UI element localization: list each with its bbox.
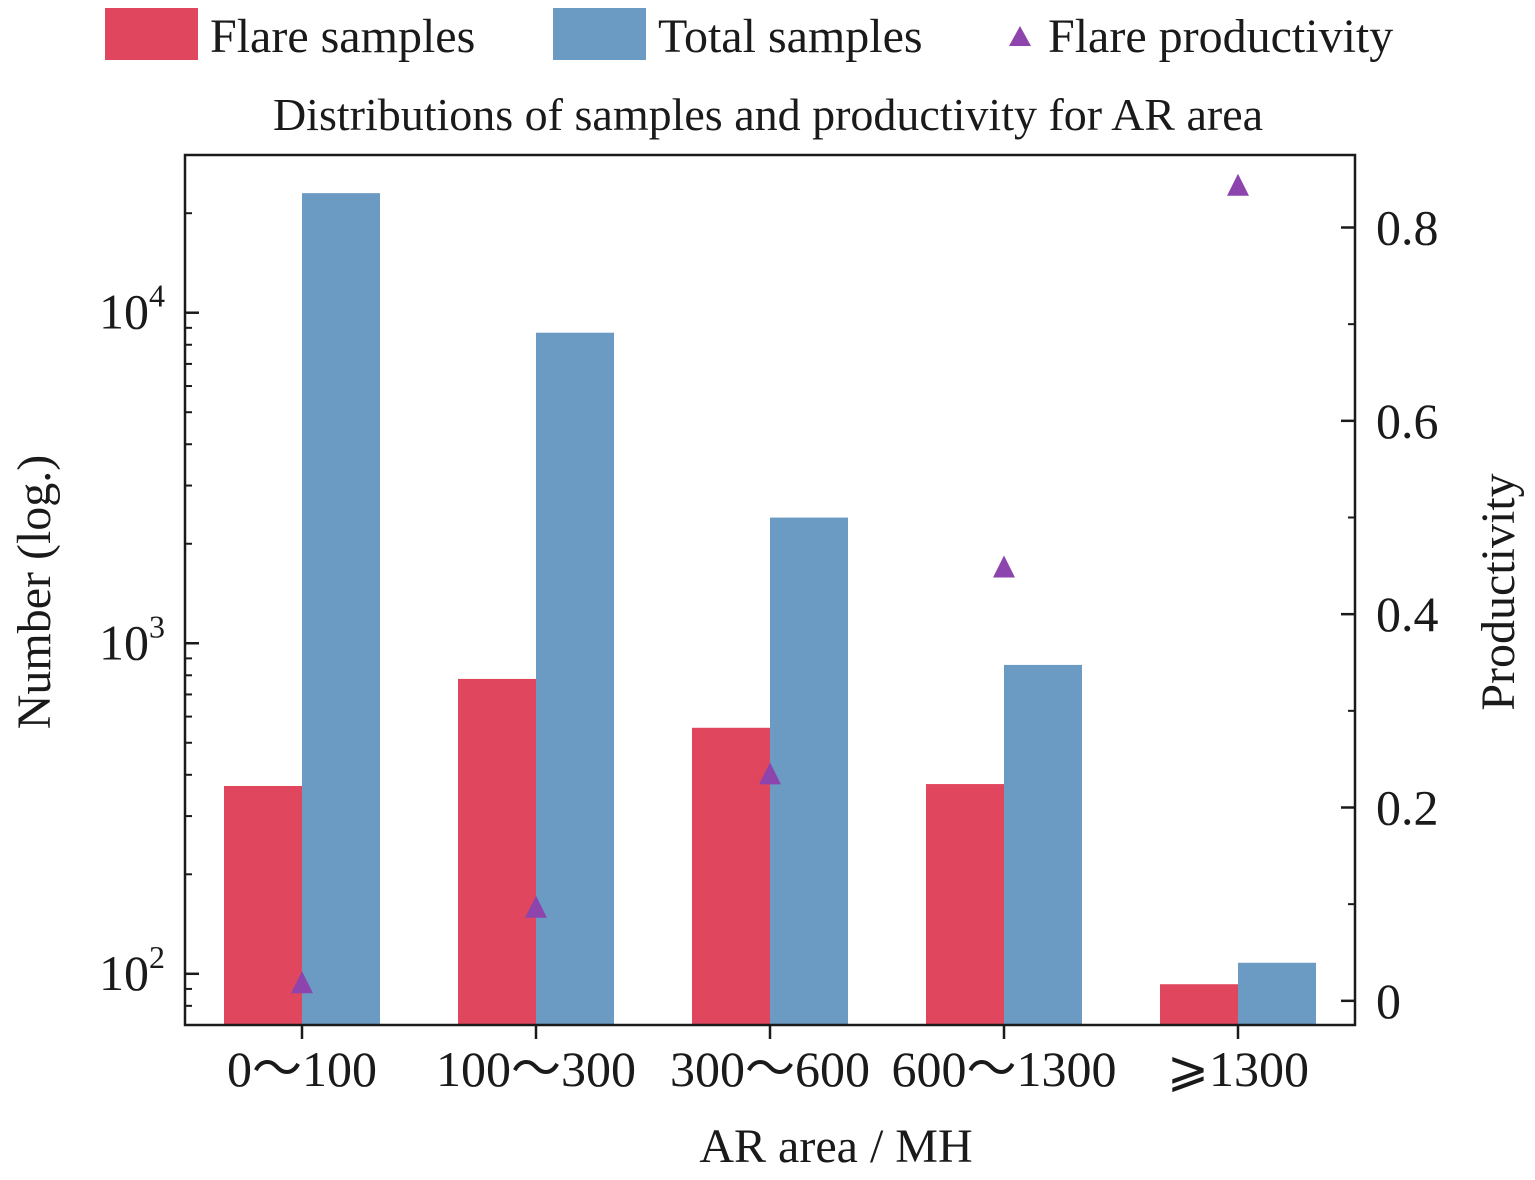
left-tick-label-0: 102 <box>99 939 165 1001</box>
right-tick-label-3: 0.6 <box>1376 393 1439 449</box>
point-flare-productivity-0 <box>291 971 313 994</box>
legend-swatch-total-samples <box>553 8 646 60</box>
bar-flare-samples-0 <box>224 785 302 1025</box>
x-axis-title: AR area / MH <box>699 1120 972 1173</box>
right-tick-label-1: 0.2 <box>1376 780 1439 836</box>
point-flare-productivity-1 <box>525 895 547 918</box>
right-axis-title: Productivity <box>1472 473 1525 710</box>
left-tick-label-2: 104 <box>99 278 165 340</box>
x-axis: 0～100 100～300 300～600 600～1300 ⩾1300 <box>227 1025 1309 1097</box>
left-tick-label-1: 103 <box>99 608 165 670</box>
markers-layer <box>291 173 1249 994</box>
x-tick-label-1: 100～300 <box>436 1041 636 1097</box>
legend-label-flare-samples: Flare samples <box>210 10 475 63</box>
bar-flare-samples-3 <box>926 784 1004 1025</box>
right-tick-label-2: 0.4 <box>1376 586 1439 642</box>
x-tick-label-2: 300～600 <box>670 1041 870 1097</box>
legend: Flare samples Total samples Flare produc… <box>105 8 1393 63</box>
legend-marker-flare-productivity <box>1009 26 1031 46</box>
x-tick-label-0: 0～100 <box>227 1041 377 1097</box>
bar-total-samples-2 <box>770 517 848 1025</box>
bar-total-samples-3 <box>1004 664 1082 1025</box>
bars-layer <box>224 193 1316 1025</box>
point-flare-productivity-4 <box>1227 173 1249 196</box>
bar-flare-samples-2 <box>692 727 770 1025</box>
bar-total-samples-1 <box>536 332 614 1025</box>
right-axis: 0 0.2 0.4 0.6 0.8 <box>1341 200 1439 1029</box>
left-axis: 102 103 104 <box>99 154 199 1026</box>
point-flare-productivity-2 <box>759 762 781 785</box>
point-flare-productivity-3 <box>993 555 1015 578</box>
legend-label-flare-productivity: Flare productivity <box>1048 10 1393 63</box>
bar-flare-samples-4 <box>1160 984 1238 1025</box>
left-axis-title: Number (log.) <box>8 455 61 730</box>
x-tick-label-4: ⩾1300 <box>1167 1041 1309 1097</box>
legend-swatch-flare-samples <box>105 8 198 60</box>
right-tick-label-4: 0.8 <box>1376 200 1439 256</box>
bar-flare-samples-1 <box>458 678 536 1025</box>
x-tick-label-3: 600～1300 <box>892 1041 1117 1097</box>
legend-label-total-samples: Total samples <box>658 10 923 63</box>
right-tick-label-0: 0 <box>1376 973 1401 1029</box>
bar-total-samples-0 <box>302 193 380 1025</box>
bar-total-samples-4 <box>1238 962 1316 1025</box>
chart-title: Distributions of samples and productivit… <box>273 89 1263 140</box>
